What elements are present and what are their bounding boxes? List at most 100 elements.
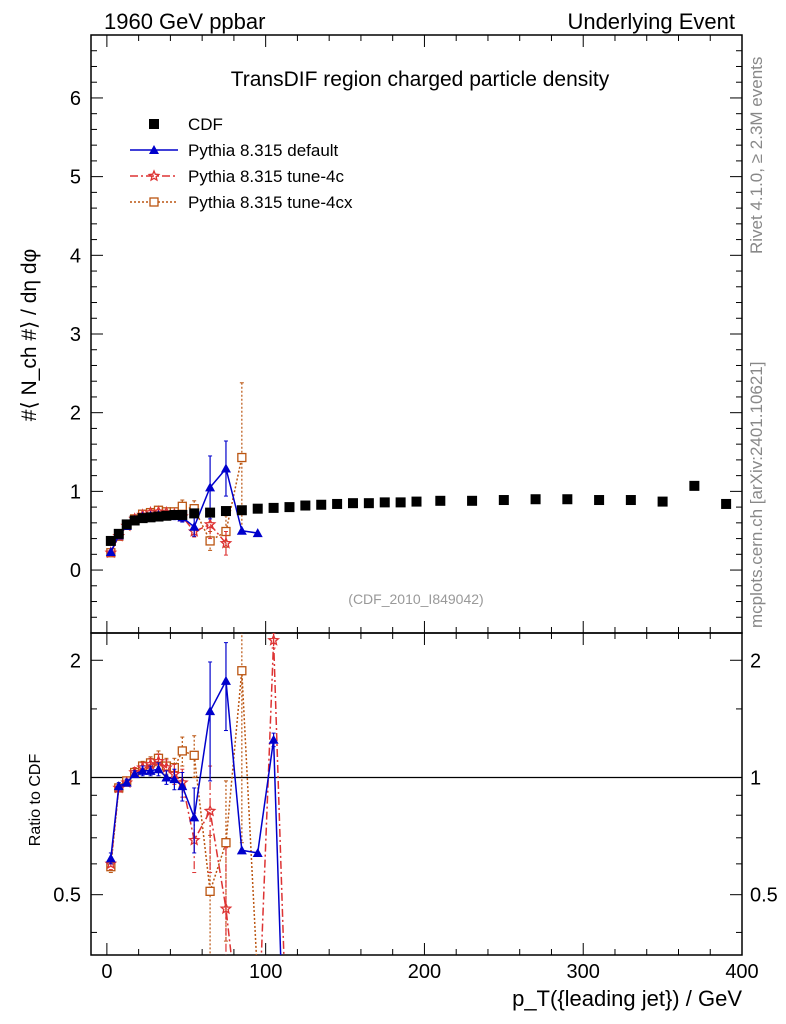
main-point [332,498,343,509]
y-tick-label: 2 [70,403,81,425]
ratio-line-default [110,678,282,955]
x-tick-label: 200 [408,961,441,983]
ratio-point [268,734,279,744]
y-tick-label: 5 [70,167,81,189]
legend-entry-default: Pythia 8.315 default [130,141,339,160]
ratio-point [113,781,124,791]
legend-label: Pythia 8.315 tune-4cx [188,193,353,212]
ratio-point [203,804,217,817]
ratio-point [161,772,172,782]
legend-marker [149,197,159,207]
main-point [105,535,116,546]
ratio-point [145,765,156,775]
main-point [189,508,200,519]
ratio-point [205,706,216,716]
legend-label: Pythia 8.315 default [188,141,339,160]
main-point [530,494,541,505]
main-point [236,505,247,516]
main-point [657,496,668,507]
ratio-point [153,764,164,774]
main-point [363,498,374,509]
main-point [177,501,187,511]
main-point [625,495,636,506]
main-point [721,498,732,509]
main-point [411,496,422,507]
legend: CDF Pythia 8.315 default Pythia 8.315 tune… [130,115,353,212]
ratio-point [189,812,200,822]
y-tick-label: 6 [70,88,81,110]
legend-label: Pythia 8.315 tune-4c [188,167,344,186]
legend-marker [149,119,159,129]
main-point [105,546,116,556]
ratio-point [221,838,231,848]
main-point [129,515,140,526]
main-point [347,498,358,509]
header-left: 1960 GeV ppbar [104,9,265,34]
main-point [268,502,279,513]
main-point [395,497,406,508]
main-point [169,509,180,520]
legend-marker [149,145,159,154]
ratio-point [160,760,173,774]
main-point [316,499,327,510]
ratio-point [219,902,233,915]
main-point [161,510,172,521]
y-tick-label: 0 [70,560,81,582]
legend-label: CDF [188,115,223,134]
main-point [252,528,263,538]
main-point [300,500,311,511]
main-point [219,536,233,549]
main-point [153,511,164,522]
main-point [220,463,231,473]
x-tick-label: 100 [249,961,282,983]
main-point [237,452,247,463]
ratio-point [252,847,263,857]
ratio-panel-frame [90,632,743,956]
legend-marker [147,169,161,182]
ratio-series-default [105,642,282,955]
ratio-point [121,777,132,787]
main-point [137,513,148,524]
ratio-tick-label: 0.5 [53,885,81,907]
main-point [189,521,200,531]
main-point [220,506,231,517]
x-tick-label: 400 [725,961,758,983]
ratio-point [177,781,188,791]
y-tick-label: 1 [70,481,81,503]
legend-entry-tune4c: Pythia 8.315 tune-4c [130,167,344,186]
ratio-tick-label-right: 2 [750,650,761,672]
ratio-point [129,769,140,779]
main-series-cdf [105,480,732,546]
ratio-y-axis-label: Ratio to CDF [27,754,44,847]
ratio-point [137,765,148,775]
main-point [689,480,700,491]
x-tick-label: 0 [101,961,112,983]
main-point [562,494,573,505]
main-point [236,525,247,535]
ratio-tick-label: 2 [70,650,81,672]
main-point [205,536,215,546]
ratio-tick-label-right: 0.5 [750,885,778,907]
ratio-tick-label: 1 [70,767,81,789]
mcplots-label: mcplots.cern.ch [arXiv:2401.10621] [747,362,766,628]
main-point [177,509,188,520]
rivet-label: Rivet 4.1.0, ≥ 2.3M events [747,57,766,254]
ratio-point [205,886,215,896]
chart-title: TransDIF region charged particle density [231,68,610,91]
y-tick-label: 4 [70,245,81,267]
main-point [205,482,216,492]
main-point [113,528,124,539]
ratio-point [220,675,231,685]
main-point [594,495,605,506]
main-point [203,517,217,530]
main-point [145,512,156,523]
legend-entry-cdf: CDF [149,115,223,134]
ratio-point [236,845,247,855]
y-tick-label: 3 [70,324,81,346]
ratio-point [237,666,247,676]
x-tick-label: 300 [567,961,600,983]
ratio-point [105,853,116,863]
legend-entry-tune4cx: Pythia 8.315 tune-4cx [130,193,353,212]
main-point [379,497,390,508]
